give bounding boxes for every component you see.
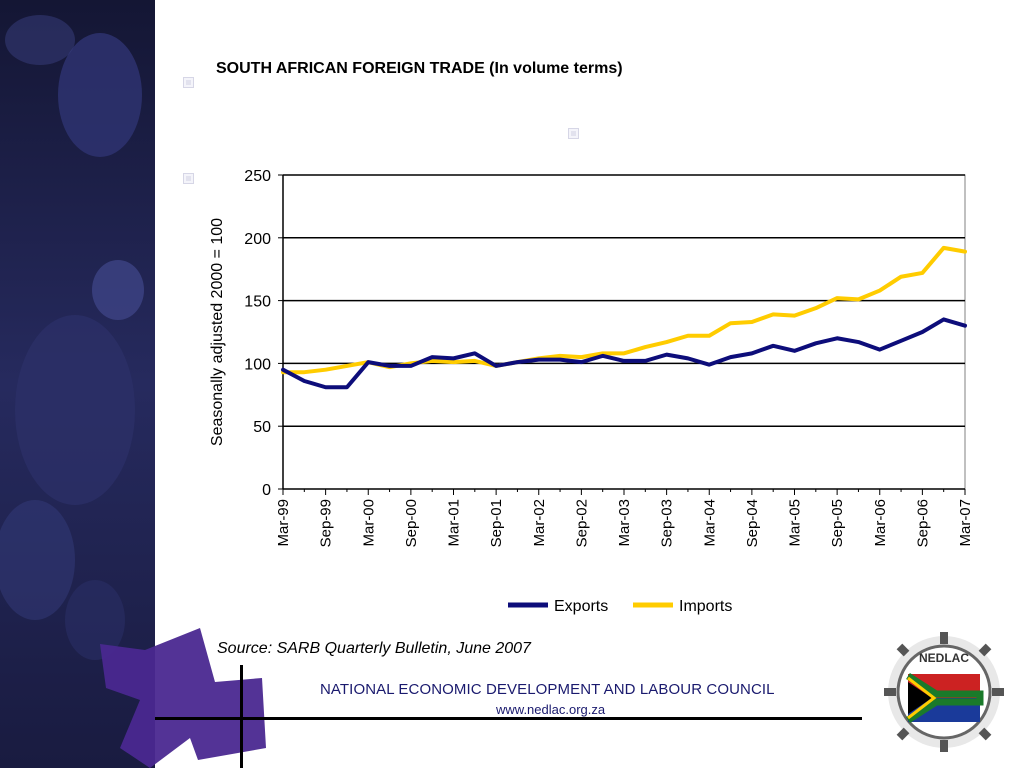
y-tick-label: 100 [244, 356, 271, 373]
x-tick-label: Mar-01 [446, 499, 463, 547]
x-tick-label: Sep-01 [488, 499, 505, 547]
background-photo [0, 0, 155, 768]
y-tick-label: 50 [253, 419, 271, 436]
logo-text: NEDLAC [919, 651, 969, 665]
y-tick-label: 250 [244, 168, 271, 185]
plot-area [282, 174, 966, 490]
source-note: Source: SARB Quarterly Bulletin, June 20… [217, 640, 531, 657]
x-tick-label: Sep-05 [829, 499, 846, 547]
trade-line-chart: 0 50 100 150 200 250 Mar-99 Sep-99 Mar-00 Sep-00 M… [209, 168, 974, 615]
bullet-icon [568, 128, 579, 139]
y-tick-label: 200 [244, 231, 271, 248]
x-tick-label: Sep-04 [744, 499, 761, 547]
x-tick-label: Mar-00 [360, 499, 377, 547]
x-tick-label: Sep-02 [573, 499, 590, 547]
bullet-icon [183, 173, 194, 184]
x-tick-label: Sep-03 [659, 499, 676, 547]
x-tick-label: Mar-05 [787, 499, 804, 547]
bullet-icon [183, 77, 194, 88]
x-tick-label: Sep-99 [318, 499, 335, 547]
website-link[interactable]: www.nedlac.org.za [496, 702, 606, 717]
purple-cross-graphic [0, 620, 280, 768]
legend-label: Imports [679, 598, 732, 615]
series-line-exports [281, 317, 967, 390]
legend-label: Exports [554, 598, 608, 615]
y-tick-label: 0 [262, 482, 271, 499]
x-tick-label: Mar-03 [616, 499, 633, 547]
x-tick-label: Mar-99 [275, 499, 292, 547]
x-tick-label: Mar-04 [701, 499, 718, 547]
y-tick-label: 150 [244, 294, 271, 311]
x-tick-label: Sep-06 [914, 499, 931, 547]
x-tick-label: Mar-06 [872, 499, 889, 547]
footer-vertical-line [240, 665, 243, 768]
y-axis-title: Seasonally adjusted 2000 = 100 [209, 218, 226, 446]
slide-title: SOUTH AFRICAN FOREIGN TRADE (In volume t… [216, 60, 623, 77]
x-tick-label: Mar-07 [957, 499, 974, 547]
x-tick-label: Sep-00 [403, 499, 420, 547]
nedlac-logo: NEDLAC [884, 632, 1004, 752]
council-name: NATIONAL ECONOMIC DEVELOPMENT AND LABOUR… [320, 681, 775, 698]
footer-rule [155, 717, 862, 720]
x-tick-label: Mar-02 [531, 499, 548, 547]
